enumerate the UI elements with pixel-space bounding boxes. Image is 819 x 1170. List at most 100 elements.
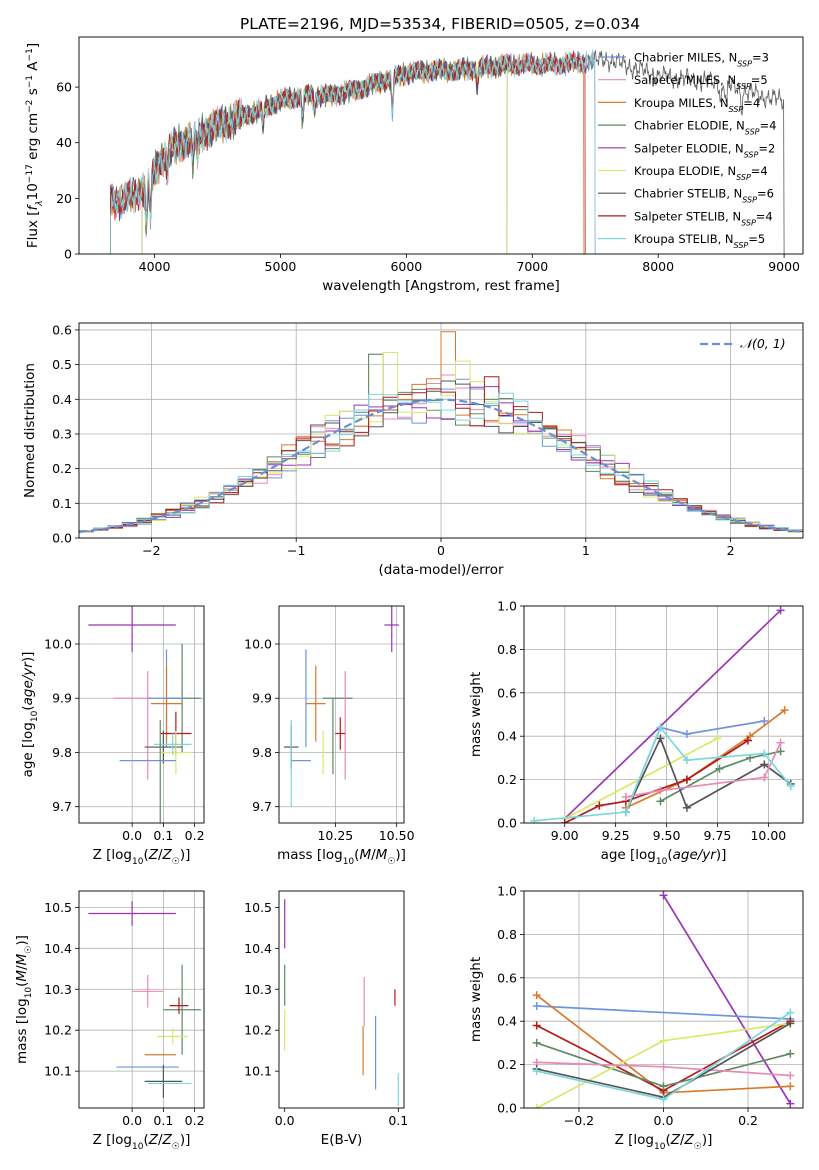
weight_vs_Z-ytick-label: 0.0 — [497, 1101, 517, 1116]
residuals-ytick-label: 0.4 — [52, 392, 72, 407]
weight_vs_age-marker-chabrier_stelib — [656, 734, 665, 743]
weight_vs_age-ytick-label: 0.2 — [497, 772, 517, 787]
mass_vs_Z-errorbar-chabrier_stelib — [144, 1065, 183, 1098]
weight_vs_Z-xtick-label: 0.0 — [654, 1113, 674, 1128]
weight_vs_age-frame — [523, 605, 804, 824]
age_vs_Z-ytick-label: 9.7 — [52, 799, 72, 814]
age-vs-z-xlabel: Z [log10(Z/Z☉)] — [93, 847, 191, 867]
spectrum-ytick-label: 40 — [56, 135, 72, 150]
weight_vs_age-ytick-label: 0.6 — [497, 685, 517, 700]
age_vs_Z-frame — [78, 605, 205, 824]
spectrum-xtick-label: 8000 — [642, 259, 674, 274]
mass_vs_Z-errorbar-salpeter_stelib — [169, 997, 189, 1014]
weight_vs_Z-marker-kroupa_stelib — [786, 1008, 795, 1017]
spectrum-xtick-label: 4000 — [139, 259, 171, 274]
mass_vs_ebv-xtick-label: 0.1 — [388, 1113, 408, 1128]
weight_vs_age-marker-chabrier_stelib — [760, 760, 769, 769]
weight_vs_age-marker-chabrier_elodie — [715, 764, 724, 773]
legend-label: Kroupa STELIB, NSSP=5 — [634, 232, 765, 250]
weight_vs_age-marker-salpeter_miles — [760, 773, 769, 782]
mass_vs_Z-xtick-label: 0.1 — [153, 1113, 173, 1128]
spectrum-ytick-label: 60 — [56, 80, 72, 95]
age_vs_mass-ytick-label: 9.8 — [252, 745, 272, 760]
age_vs_Z-ytick-label: 10.0 — [44, 636, 72, 651]
normal-curve — [79, 398, 801, 533]
residuals-ytick-label: 0.1 — [52, 496, 72, 511]
weight_vs_Z-marker-salpeter_elodie — [786, 1099, 795, 1108]
spectrum-series-kroupa_stelib — [110, 49, 596, 254]
weight_vs_Z-frame — [523, 890, 804, 1109]
weight_vs_Z-ytick-label: 0.6 — [497, 970, 517, 985]
mass_vs_Z-xtick-label: 0.2 — [185, 1113, 205, 1128]
mass_vs_ebv-ytick-label: 10.4 — [244, 941, 272, 956]
weight_vs_age-marker-salpeter_stelib — [682, 775, 691, 784]
weight_vs_Z-marker-kroupa_elodie — [532, 1104, 541, 1108]
weight-vs-z-xlabel: Z [log10(Z/Z☉)] — [615, 1132, 713, 1152]
weight_vs_age-ytick-label: 1.0 — [497, 599, 517, 614]
residuals-xtick-label: −1 — [287, 543, 305, 558]
weight_vs_age-line-salpeter_miles — [625, 742, 782, 798]
mass_vs_ebv-frame — [278, 890, 405, 1109]
age_vs_mass-errorbar-salpeter_elodie — [384, 606, 400, 653]
weight_vs_age-marker-chabrier_elodie — [656, 797, 665, 806]
spectrum-xtick-label: 5000 — [265, 259, 297, 274]
weight_vs_age-ylabel: mass weight — [468, 672, 484, 757]
mass_vs_ebv-axes: 0.0 0.1 10.1 10.2 10.3 10.4 10.5 — [244, 900, 408, 1128]
spectrum-xtick-label: 9000 — [768, 259, 800, 274]
spectrum-legend: Chabrier MILES, NSSP=3 Salpeter MILES, NS… — [598, 51, 776, 250]
spectrum-xtick-label: 6000 — [390, 259, 422, 274]
weight_vs_Z-marker-salpeter_miles — [659, 1062, 668, 1071]
residuals-ytick-label: 0.0 — [52, 531, 72, 546]
weight_vs_age-marker-chabrier_miles — [760, 717, 769, 726]
weight_vs_Z-plot-area — [532, 891, 795, 1108]
mass_vs_Z-frame — [78, 890, 205, 1109]
weight_vs_age-marker-kroupa_miles — [780, 706, 789, 715]
mass_vs_ebv-ytick-label: 10.1 — [244, 1064, 272, 1079]
spectrum-plot-area — [110, 49, 785, 254]
weight_vs_age-marker-salpeter_stelib — [744, 736, 753, 745]
weight_vs_age-ytick-label: 0.0 — [497, 816, 517, 831]
weight_vs_Z-xtick-label: 0.2 — [738, 1113, 758, 1128]
age_vs_Z-errorbar-kroupa_miles — [150, 665, 183, 742]
weight_vs_Z-ytick-label: 0.2 — [497, 1057, 517, 1072]
weight_vs_age-ytick-label: 0.4 — [497, 729, 517, 744]
mass_vs_Z-ytick-label: 10.1 — [44, 1064, 72, 1079]
age-vs-mass-xlabel: mass [log10(M/M☉)] — [277, 847, 406, 867]
residuals-ytick-label: 0.5 — [52, 357, 72, 372]
weight_vs_age-marker-salpeter_miles — [776, 738, 785, 747]
age_vs_Z-ytick-label: 9.9 — [52, 691, 72, 706]
legend-label: Salpeter MILES, NSSP=5 — [634, 73, 768, 91]
mass_vs_Z-errorbar-salpeter_miles — [132, 974, 164, 1008]
weight_vs_Z-marker-kroupa_miles — [532, 991, 541, 1000]
mass_vs_Z-errorbar-kroupa_elodie — [157, 1028, 189, 1045]
mass_vs_Z-ytick-label: 10.2 — [44, 1023, 72, 1038]
weight_vs_Z-marker-salpeter_elodie — [659, 891, 668, 900]
weight_vs_age-marker-salpeter_miles — [621, 792, 630, 801]
mass_vs_Z-ytick-label: 10.4 — [44, 941, 72, 956]
age_vs_mass-axes: 10.25 10.50 9.7 9.8 9.9 10.0 — [244, 606, 415, 843]
weight_vs_Z-marker-kroupa_stelib — [532, 1067, 541, 1076]
mass_vs_Z-errorbar-chabrier_elodie — [163, 964, 201, 1055]
weight_vs_Z-marker-kroupa_elodie — [659, 1036, 668, 1045]
age_vs_Z-xtick-label: 0.1 — [153, 828, 173, 843]
age_vs_Z-errorbar-kroupa_elodie — [160, 730, 192, 775]
residuals-plot-area — [79, 331, 803, 533]
weight_vs_Z-marker-kroupa_miles — [786, 1082, 795, 1091]
spectrum-ytick-label: 20 — [56, 191, 72, 206]
age-vs-z-ylabel: age [log10(age/yr)] — [20, 652, 40, 778]
age_vs_mass-xtick-label: 10.25 — [317, 828, 353, 843]
weight_vs_Z-marker-chabrier_elodie — [532, 1038, 541, 1047]
weight_vs_age-marker-kroupa_stelib — [786, 782, 795, 791]
mass_vs_ebv-ytick-label: 10.5 — [244, 900, 272, 915]
weight_vs_Z-ytick-label: 0.8 — [497, 927, 517, 942]
weight_vs_age-marker-chabrier_elodie — [776, 747, 785, 756]
weight_vs_age-line-salpeter_elodie — [564, 609, 782, 820]
weight_vs_age-axes: 9.00 9.25 9.50 9.75 10.00 0.0 0.2 0.4 0.6 0.8 1.0 — [497, 599, 803, 843]
mass_vs_Z-errorbar-salpeter_elodie — [88, 901, 176, 926]
weight_vs_age-plot-area — [530, 606, 795, 823]
residuals-xtick-label: 2 — [727, 543, 735, 558]
age_vs_Z-axes: 0.0 0.1 0.2 9.7 9.8 9.9 10.0 — [44, 606, 205, 843]
spectrum-series-salpeter_stelib — [110, 50, 586, 254]
weight_vs_age-xtick-label: 10.00 — [750, 828, 786, 843]
age_vs_mass-xtick-label: 10.50 — [379, 828, 415, 843]
